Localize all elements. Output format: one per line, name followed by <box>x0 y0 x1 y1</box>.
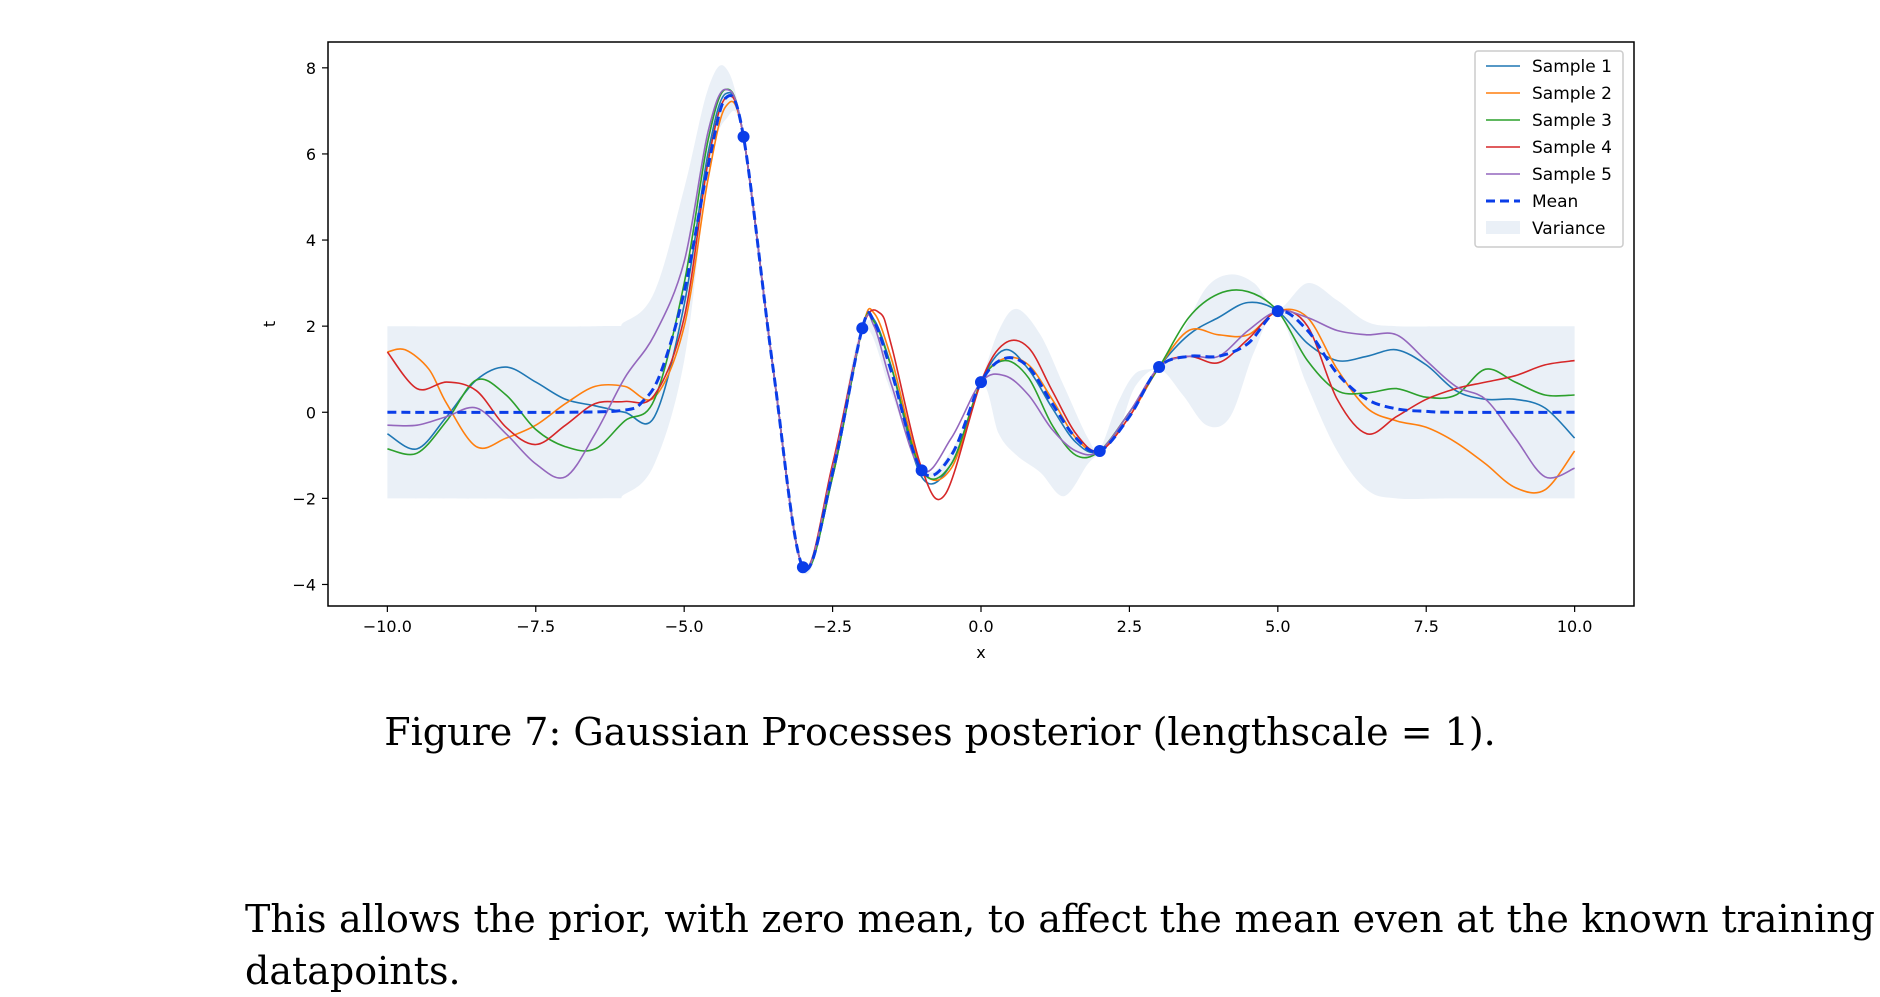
x-tick-label: −7.5 <box>516 617 555 636</box>
training-point <box>1153 361 1166 374</box>
legend-swatch-variance <box>1486 221 1520 234</box>
y-tick-label: 6 <box>306 145 316 164</box>
body-paragraph: This allows the prior, with zero mean, t… <box>245 897 1875 993</box>
x-tick-label: 5.0 <box>1265 617 1290 636</box>
legend-box <box>1474 50 1624 248</box>
legend-label: Sample 5 <box>1532 165 1612 185</box>
legend-label: Variance <box>1532 219 1605 239</box>
y-tick-label: 4 <box>306 231 316 250</box>
figure-caption: Figure 7: Gaussian Processes posterior (… <box>384 710 1496 754</box>
legend-label: Sample 3 <box>1532 111 1612 131</box>
training-point <box>796 561 809 574</box>
x-axis-label: x <box>976 643 985 662</box>
training-point <box>1271 305 1284 318</box>
legend-label: Mean <box>1532 192 1578 212</box>
training-point <box>856 322 869 335</box>
y-axis-label: t <box>260 321 279 327</box>
y-tick-label: 8 <box>306 59 316 78</box>
plot-frame <box>327 41 1635 607</box>
mean-line <box>387 94 1575 572</box>
figure: −10.0 −7.5 −5.0 −2.5 0.0 2.5 5.0 7.5 10.0 −4 −2 0 2 4… <box>260 41 1635 754</box>
y-tick-label: −2 <box>292 489 316 508</box>
x-tick-label: −2.5 <box>813 617 852 636</box>
training-point <box>915 464 928 477</box>
gp-posterior-chart: −10.0 −7.5 −5.0 −2.5 0.0 2.5 5.0 7.5 10.0 −4 −2 0 2 4… <box>260 41 1635 662</box>
x-tick-label: 7.5 <box>1414 617 1439 636</box>
legend-label: Sample 1 <box>1532 57 1612 77</box>
x-tick-label: 2.5 <box>1117 617 1142 636</box>
training-point <box>975 376 987 389</box>
legend-label: Sample 4 <box>1532 138 1612 158</box>
x-tick-label: 10.0 <box>1557 617 1593 636</box>
y-tick-label: 0 <box>306 403 316 422</box>
x-tick-label: −5.0 <box>665 617 704 636</box>
y-tick-label: 2 <box>306 317 316 336</box>
legend: Sample 1 Sample 2 Sample 3 Sample 4 Sample 5… <box>1474 50 1624 248</box>
x-tick-label: −10.0 <box>363 617 412 636</box>
series-line-sample2 <box>387 100 1576 571</box>
training-point <box>1093 445 1106 458</box>
legend-label: Sample 2 <box>1532 84 1612 104</box>
y-tick-label: −4 <box>292 575 316 594</box>
x-tick-label: 0.0 <box>968 617 993 636</box>
training-point <box>737 130 750 143</box>
variance-band <box>387 65 1575 575</box>
